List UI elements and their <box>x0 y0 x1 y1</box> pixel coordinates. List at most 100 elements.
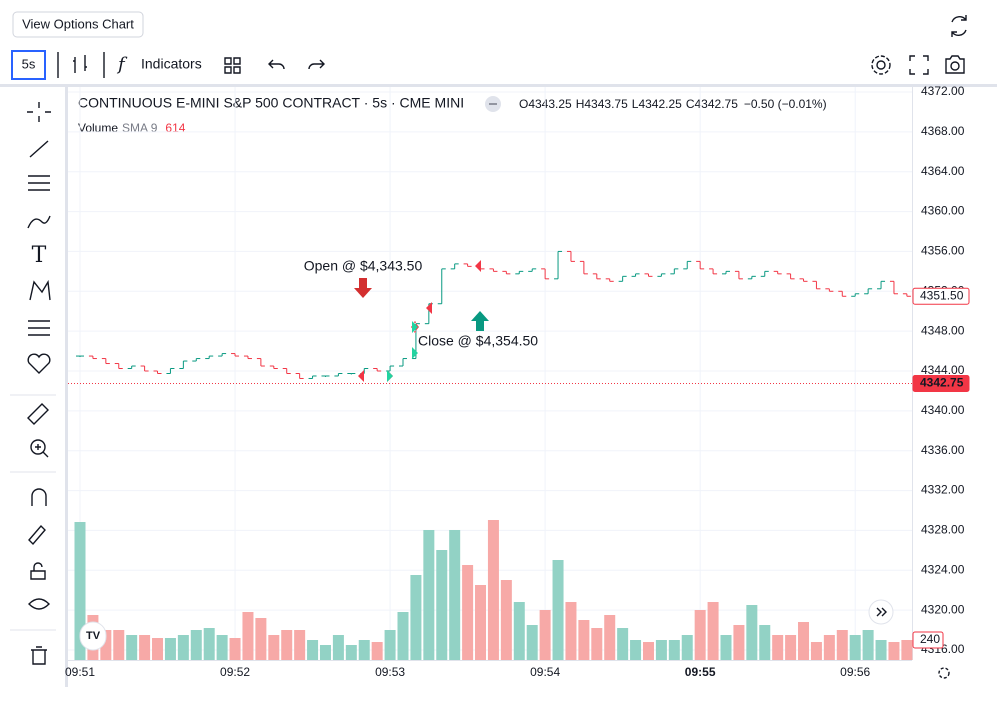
price-bar <box>140 365 149 372</box>
options-button[interactable] <box>12 11 144 38</box>
drawing-tools: T <box>10 102 56 665</box>
price-bar <box>166 368 175 374</box>
price-bar <box>515 270 524 275</box>
y-tick-label: 4328.00 <box>921 523 965 537</box>
volume-bar <box>307 640 319 660</box>
price-bar <box>334 372 343 377</box>
open-annotation: Open @ $4,343.50 <box>304 258 423 274</box>
redo-icon[interactable] <box>308 59 325 70</box>
trend-line-tool[interactable] <box>29 140 49 158</box>
price-bar <box>347 372 356 375</box>
price-bar <box>889 280 898 295</box>
volume-bar <box>772 635 784 660</box>
settings-icon[interactable] <box>876 60 886 70</box>
price-bar <box>386 365 395 372</box>
fullscreen-icon[interactable] <box>909 55 929 75</box>
low-value: L4342.25 <box>632 97 682 111</box>
volume-bar <box>139 635 151 660</box>
volume-bar <box>152 638 164 660</box>
price-bar <box>192 358 201 362</box>
price-axis-border <box>912 87 913 660</box>
visibility-tool[interactable] <box>28 598 50 610</box>
indicators-button[interactable]: Indicators <box>141 56 202 72</box>
price-bar <box>218 353 227 357</box>
price-bar <box>269 365 278 370</box>
prediction-tool[interactable] <box>28 320 50 336</box>
y-tick-label: 4356.00 <box>921 244 965 258</box>
price-bar <box>786 273 795 280</box>
price-bar <box>618 275 627 282</box>
plot: 4372.004368.004364.004360.004356.004352.… <box>65 84 970 679</box>
price-label: 4342.75 <box>920 376 964 390</box>
price-bar <box>851 293 860 297</box>
volume-bar <box>384 630 396 660</box>
text-tool[interactable]: T <box>32 243 47 268</box>
volume-bar <box>552 560 564 660</box>
favorite-tool[interactable] <box>27 353 51 374</box>
price-label: 4351.50 <box>920 288 964 302</box>
zoom-tool[interactable] <box>30 439 46 455</box>
price-bar <box>243 355 252 360</box>
screenshot-icon[interactable] <box>945 55 965 74</box>
zoom-tool-plus[interactable] <box>35 444 49 458</box>
price-bar <box>541 268 550 280</box>
fib-tool[interactable] <box>28 175 50 191</box>
volume-bar <box>436 550 448 660</box>
y-tick-label: 4368.00 <box>921 124 965 138</box>
crosshair-tool[interactable] <box>27 102 51 122</box>
volume-bar <box>358 640 370 660</box>
volume-bar <box>345 645 357 660</box>
axis-settings[interactable] <box>938 667 950 679</box>
price-bar <box>812 280 821 290</box>
price-bar <box>502 270 511 275</box>
price-bar <box>631 273 640 277</box>
volume-legend: Volume SMA 9 614 <box>78 121 186 135</box>
y-tick-label: 4348.00 <box>921 323 965 337</box>
price-label-box <box>912 374 970 392</box>
volume-bar <box>681 635 693 660</box>
price-bar <box>127 365 136 370</box>
volume-bar <box>332 635 344 660</box>
volume-bar <box>862 630 874 660</box>
price-bar <box>308 375 317 379</box>
price-bar <box>489 268 498 272</box>
refresh-icon[interactable] <box>951 15 967 37</box>
price-label-box <box>912 287 970 305</box>
lock-draw-tool[interactable] <box>28 524 46 546</box>
volume-bar <box>410 575 422 660</box>
undo-icon[interactable] <box>268 59 285 70</box>
volume-bar <box>281 630 293 660</box>
delete-tool[interactable] <box>31 646 47 665</box>
y-tick-label: 4340.00 <box>921 403 965 417</box>
price-bar <box>734 270 743 280</box>
volume-bar <box>565 602 577 660</box>
options-button-label[interactable]: View Options Chart <box>22 16 134 31</box>
bar-style-icon[interactable] <box>57 52 87 78</box>
volume-bar <box>798 622 810 660</box>
interval-button[interactable] <box>11 50 46 80</box>
volume-bar <box>500 580 512 660</box>
change-value: −0.50 (−0.01%) <box>744 97 827 111</box>
x-tick-label: 09:54 <box>530 665 560 679</box>
interval-label[interactable]: 5s <box>22 56 36 71</box>
volume-bar <box>836 630 848 660</box>
brush-tool[interactable] <box>27 215 51 229</box>
price-bar <box>321 375 330 377</box>
layout-icon[interactable] <box>224 57 241 74</box>
sidebar-divider <box>65 87 68 687</box>
price-bar <box>76 355 84 358</box>
settings-icon-ring[interactable] <box>871 55 891 75</box>
volume-bar <box>100 630 112 660</box>
volume-bar <box>449 530 461 660</box>
scroll-right-icon[interactable] <box>876 607 887 617</box>
ruler-tool[interactable] <box>27 403 49 425</box>
price-bar <box>709 268 718 275</box>
magnet-tool[interactable] <box>31 488 47 506</box>
volume-bar <box>591 628 603 660</box>
toolbar-divider <box>0 84 997 87</box>
volume-bar <box>746 605 758 660</box>
price-bar <box>437 268 446 305</box>
volume-bar <box>707 602 719 660</box>
lock-tool[interactable] <box>30 562 46 580</box>
pattern-tool[interactable] <box>29 279 51 301</box>
